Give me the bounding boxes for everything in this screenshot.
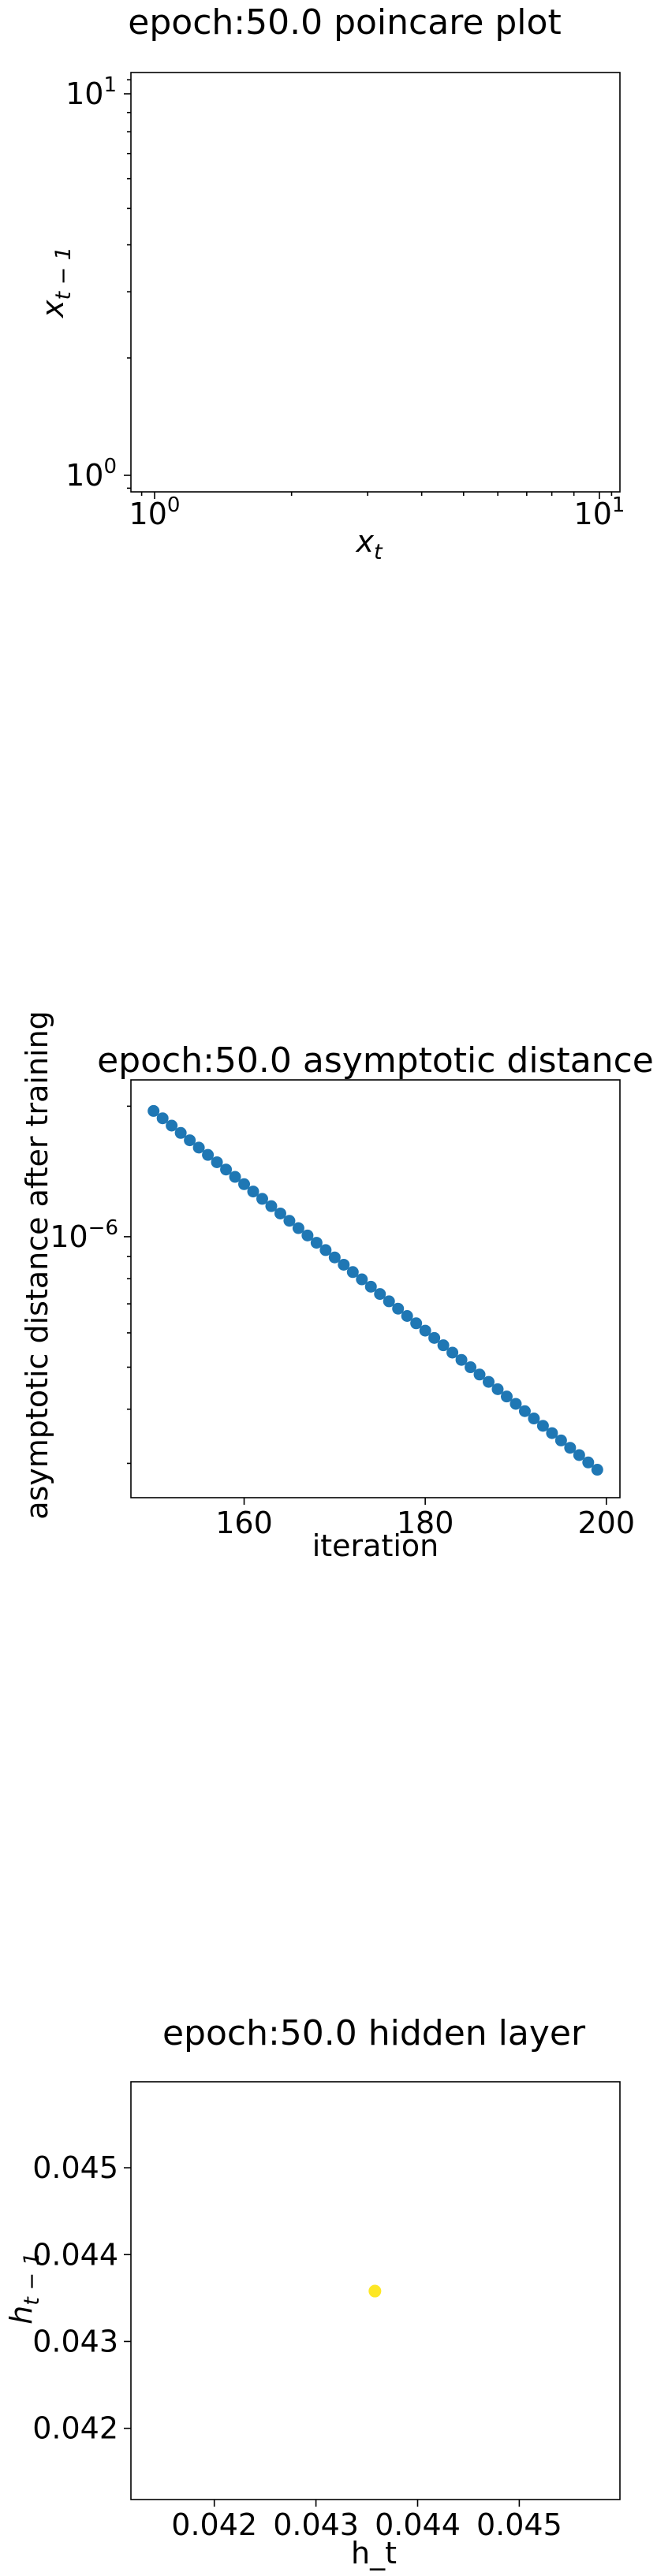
asymptotic-point [229,1171,241,1183]
asymptotic-plot-area [130,1079,621,1498]
asymptotic-point [346,1266,359,1279]
asymptotic-point [465,1361,477,1374]
asymptotic-point [437,1339,450,1352]
asymptotic-point [483,1375,495,1388]
hidden-layer-xlabel: h_t [351,2536,397,2570]
hidden-layer-chart: epoch:50.0 hidden layer 0.042 0.043 0.044 0… [4,2013,621,2570]
asymptotic-point [310,1237,323,1249]
asymptotic-point [573,1449,585,1461]
hidden-layer-plot-area [130,2081,621,2500]
asymptotic-minor-ticks [127,1105,131,1465]
hidden-layer-ytick-label: 0.042 [32,2411,118,2446]
asymptotic-point [446,1346,459,1359]
hidden-layer-title: epoch:50.0 hidden layer [162,2013,586,2053]
asymptotic-xtick-label: 160 [215,1506,273,1540]
asymptotic-point [184,1134,196,1147]
asymptotic-xlabel: iteration [312,1528,439,1563]
asymptotic-point [256,1193,268,1205]
poincare-ytick-label: 100 [65,455,117,493]
poincare-chart: epoch:50.0 poincare plot 100 101 100 101… [35,2,625,564]
asymptotic-point [220,1163,233,1176]
poincare-ytick-label: 101 [65,73,117,111]
asymptotic-point [455,1353,468,1366]
asymptotic-point [192,1141,205,1154]
hidden-layer-xtick-label: 0.044 [375,2507,461,2542]
asymptotic-series [147,1104,603,1476]
asymptotic-point [174,1126,187,1139]
hidden-layer-series [368,2284,382,2298]
asymptotic-xticks: 160 180 200 [215,1498,635,1540]
asymptotic-point [292,1222,304,1234]
asymptotic-point [546,1427,558,1439]
asymptotic-point [582,1456,595,1469]
poincare-plot-area [130,72,621,493]
asymptotic-point [564,1442,577,1454]
asymptotic-point [428,1331,441,1344]
asymptotic-point [554,1434,567,1446]
asymptotic-point [383,1295,395,1308]
asymptotic-point [536,1420,549,1432]
poincare-ylabel: xt − 1 [35,247,76,318]
asymptotic-point [283,1215,296,1227]
poincare-title: epoch:50.0 poincare plot [128,2,561,43]
asymptotic-xtick-label: 180 [397,1506,454,1540]
asymptotic-point [356,1273,368,1286]
asymptotic-point [166,1119,178,1132]
poincare-minor-ticks [127,79,613,496]
asymptotic-point [238,1178,251,1190]
asymptotic-point [374,1288,386,1301]
asymptotic-point [419,1324,431,1337]
asymptotic-point [364,1280,377,1293]
hidden-layer-xticks: 0.042 0.043 0.044 0.045 [171,2500,562,2542]
hidden-layer-yticks: 0.042 0.043 0.044 0.045 [32,2150,131,2446]
asymptotic-ytick-label: 10−6 [50,1216,118,1254]
asymptotic-xtick-label: 200 [578,1506,636,1540]
asymptotic-ylabel: asymptotic distance after training [20,1011,54,1520]
asymptotic-point [473,1368,486,1381]
hidden-layer-ytick-label: 0.043 [32,2324,118,2358]
asymptotic-point [591,1464,603,1476]
poincare-xlabel: xt [355,524,383,564]
hidden-layer-point [368,2284,382,2298]
asymptotic-point [319,1244,332,1256]
hidden-layer-ytick-label: 0.045 [32,2150,118,2185]
asymptotic-point [491,1383,504,1395]
hidden-layer-ytick-label: 0.044 [32,2237,118,2272]
hidden-layer-ylabel: ht − 1 [4,2252,44,2325]
asymptotic-point [247,1186,259,1198]
hidden-layer-xtick-label: 0.045 [476,2507,562,2542]
asymptotic-point [500,1390,513,1403]
asymptotic-point [338,1258,350,1271]
asymptotic-point [156,1112,169,1125]
asymptotic-point [328,1251,341,1264]
poincare-xtick-label: 100 [129,493,181,531]
asymptotic-point [518,1405,531,1417]
asymptotic-point [401,1309,413,1322]
asymptotic-point [147,1104,160,1117]
asymptotic-point [301,1229,314,1241]
asymptotic-point [410,1317,423,1330]
asymptotic-point [211,1156,223,1168]
asymptotic-point [510,1398,522,1410]
hidden-layer-xtick-label: 0.043 [273,2507,359,2542]
asymptotic-point [528,1413,540,1425]
asymptotic-title: epoch:50.0 asymptotic distance [97,1040,654,1081]
poincare-xtick-label: 101 [574,493,625,531]
hidden-layer-xtick-label: 0.042 [171,2507,257,2542]
asymptotic-chart: epoch:50.0 asymptotic distance 160 180 200… [20,1011,654,1563]
asymptotic-point [202,1148,215,1161]
asymptotic-point [274,1207,286,1219]
asymptotic-point [392,1302,405,1315]
asymptotic-point [265,1200,278,1212]
